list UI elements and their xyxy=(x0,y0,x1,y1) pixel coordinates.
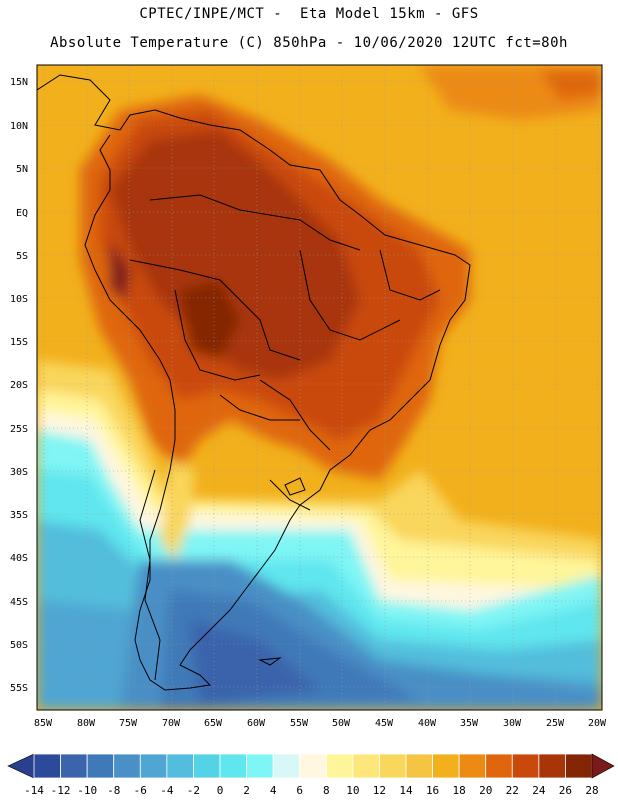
colorbar-label: 4 xyxy=(270,784,277,797)
colorbar-label: -2 xyxy=(187,784,200,797)
colorbar-swatch xyxy=(166,753,194,779)
latitude-labels: 15N 10N 5N EQ 5S 10S 15S 20S 25S 30S 35S… xyxy=(10,77,28,694)
colorbar-swatch xyxy=(405,753,433,779)
colorbar-label: 26 xyxy=(559,784,572,797)
colorbar-label: 10 xyxy=(346,784,359,797)
lat-label: 30S xyxy=(10,467,28,478)
lat-label: 5S xyxy=(16,251,28,262)
colorbar-swatch xyxy=(432,753,460,779)
colorbar-label: 2 xyxy=(243,784,250,797)
colorbar-swatch xyxy=(219,753,247,779)
colorbar-label: 28 xyxy=(585,784,598,797)
title-line-1: CPTEC/INPE/MCT - Eta Model 15km - GFS xyxy=(139,6,479,22)
colorbar-label: -10 xyxy=(77,784,97,797)
lat-label: 5N xyxy=(16,164,28,175)
colorbar-label: 0 xyxy=(217,784,224,797)
colorbar-label: 24 xyxy=(532,784,546,797)
lat-label: 20S xyxy=(10,380,28,391)
lon-label: 70W xyxy=(162,718,181,729)
colorbar-high-arrow xyxy=(591,753,615,779)
colorbar-swatch xyxy=(193,753,221,779)
lon-label: 50W xyxy=(332,718,351,729)
map-frame xyxy=(36,64,603,711)
lon-label: 85W xyxy=(34,718,53,729)
colorbar-swatch xyxy=(565,753,593,779)
longitude-labels: 85W 80W 75W 70W 65W 60W 55W 50W 45W 40W … xyxy=(34,718,607,729)
colorbar-label: -12 xyxy=(51,784,71,797)
lon-label: 80W xyxy=(77,718,96,729)
lon-label: 20W xyxy=(588,718,607,729)
colorbar-swatch xyxy=(33,753,61,779)
lat-label: 10S xyxy=(10,294,28,305)
colorbar-swatch xyxy=(352,753,380,779)
colorbar-swatch xyxy=(139,753,168,779)
lon-label: 25W xyxy=(546,718,565,729)
colorbar-swatch xyxy=(86,753,115,779)
colorbar-label: 22 xyxy=(506,784,519,797)
colorbar-label: 8 xyxy=(323,784,330,797)
colorbar-swatch xyxy=(325,753,354,779)
colorbar-label: 6 xyxy=(296,784,303,797)
lon-label: 75W xyxy=(119,718,138,729)
colorbar-label: -14 xyxy=(24,784,44,797)
colorbar-label: 16 xyxy=(426,784,439,797)
title-line-2: Absolute Temperature (C) 850hPa - 10/06/… xyxy=(50,35,568,51)
colorbar-label: -8 xyxy=(107,784,120,797)
lon-label: 55W xyxy=(290,718,309,729)
colorbar-label: 20 xyxy=(479,784,492,797)
lon-label: 45W xyxy=(375,718,394,729)
lon-label: 35W xyxy=(460,718,479,729)
lat-label: 10N xyxy=(10,121,28,132)
lat-label: EQ xyxy=(16,208,28,219)
temperature-field xyxy=(37,65,602,710)
lat-label: 50S xyxy=(10,640,28,651)
colorbar-low-arrow xyxy=(7,753,35,779)
colorbar-label: 12 xyxy=(373,784,386,797)
coastlines xyxy=(37,74,471,691)
colorbar-swatch xyxy=(511,753,540,779)
colorbar-swatch xyxy=(299,753,327,779)
colorbar-label: 14 xyxy=(399,784,413,797)
lon-label: 40W xyxy=(418,718,437,729)
colorbar-swatch xyxy=(113,753,141,779)
lat-label: 40S xyxy=(10,553,28,564)
colorbar-swatch xyxy=(272,753,301,779)
colorbar-label: 18 xyxy=(453,784,466,797)
lat-label: 35S xyxy=(10,510,28,521)
colorbar-label: -4 xyxy=(160,784,174,797)
colorbar: -14 -12 -10 -8 -6 -4 -2 0 2 4 6 8 10 12 14 16 18 20 22 24 26… xyxy=(7,753,615,797)
colorbar-swatch xyxy=(538,753,566,779)
colorbar-swatch xyxy=(458,753,487,779)
lat-label: 55S xyxy=(10,683,28,694)
lat-label: 15S xyxy=(10,337,28,348)
lon-label: 65W xyxy=(204,718,223,729)
colorbar-swatch xyxy=(246,753,274,779)
colorbar-label: -6 xyxy=(134,784,147,797)
colorbar-swatch xyxy=(60,753,88,779)
lat-label: 25S xyxy=(10,424,28,435)
lon-label: 60W xyxy=(247,718,266,729)
lat-label: 15N xyxy=(10,77,28,88)
lon-label: 30W xyxy=(503,718,522,729)
colorbar-swatch xyxy=(379,753,407,779)
colorbar-swatch xyxy=(485,753,513,779)
lat-label: 45S xyxy=(10,597,28,608)
